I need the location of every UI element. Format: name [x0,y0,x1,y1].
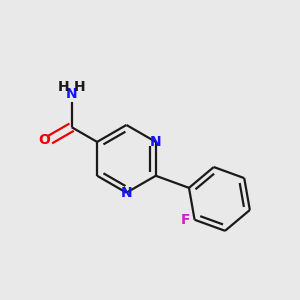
Text: F: F [181,213,190,227]
Text: N: N [66,87,77,101]
Text: H: H [58,80,69,94]
Text: H: H [74,80,86,94]
Text: O: O [39,133,51,147]
Text: N: N [150,135,162,149]
Text: N: N [121,186,132,200]
